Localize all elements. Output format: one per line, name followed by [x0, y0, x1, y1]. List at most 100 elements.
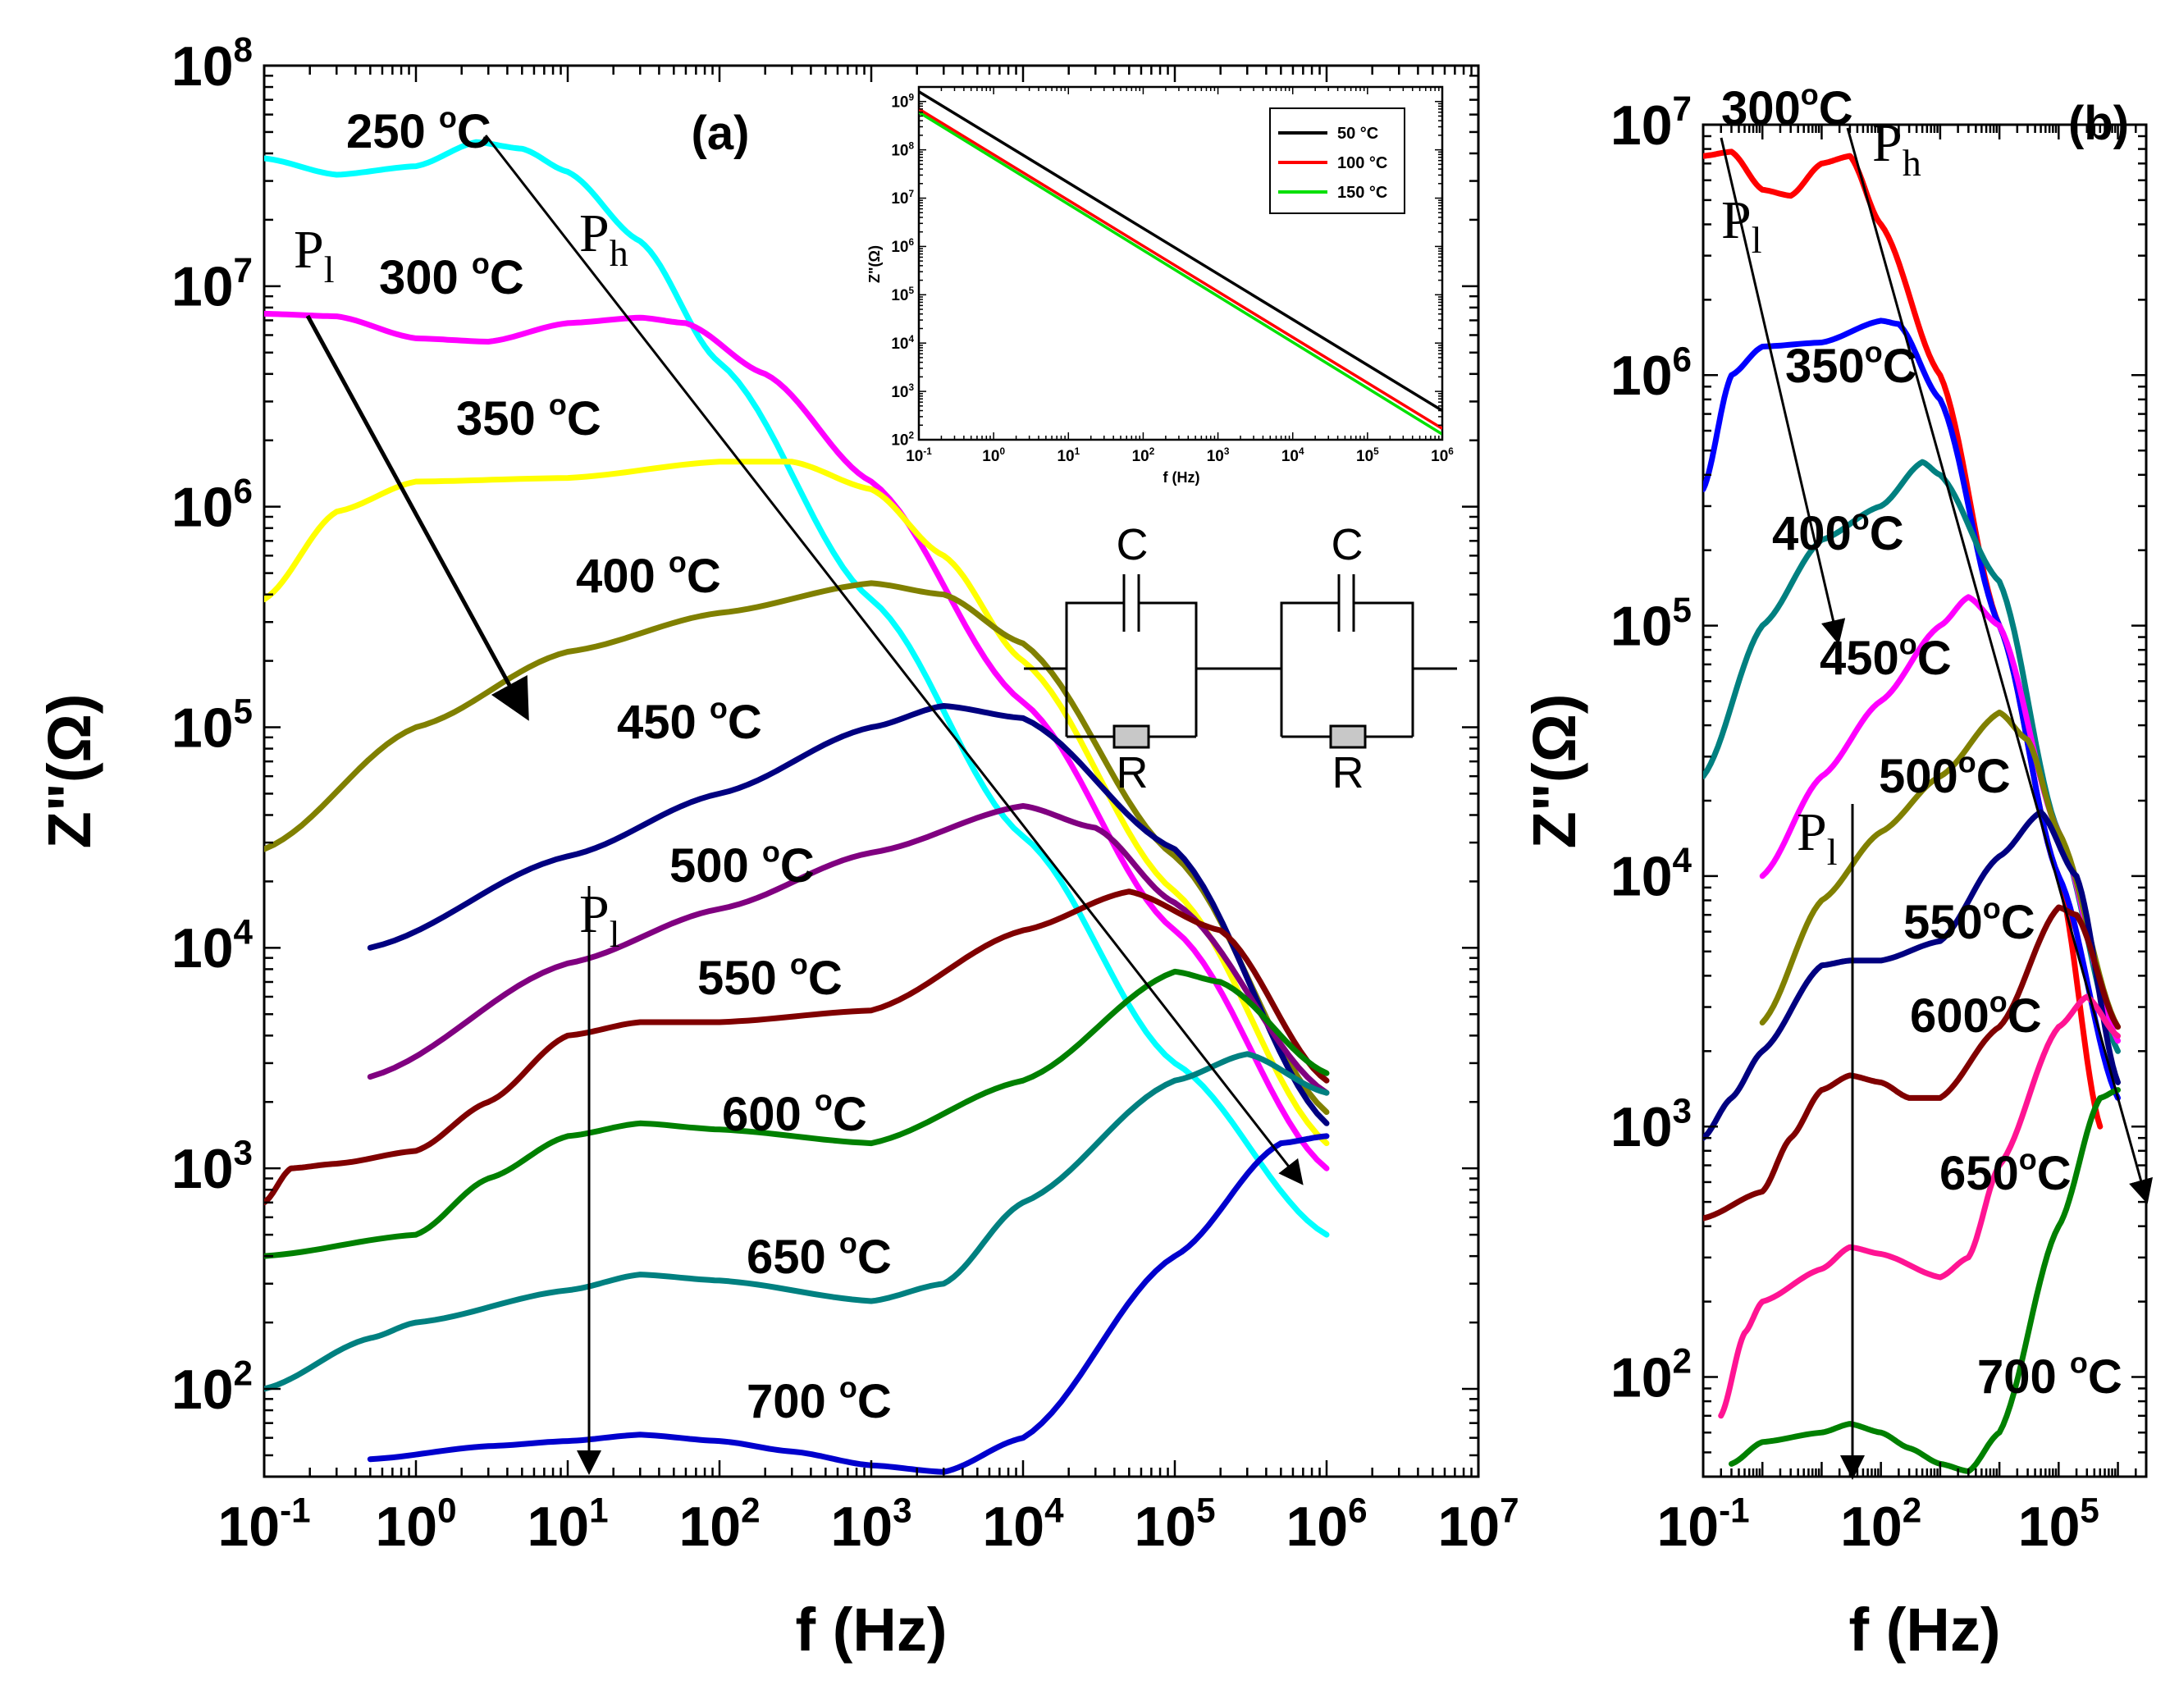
y-tick-label: 108 — [171, 30, 253, 98]
series-line-650c — [1718, 993, 2121, 1419]
panel-b-temp-label: 650oC — [1939, 1143, 2072, 1200]
x-tick-label: 100 — [375, 1491, 456, 1558]
x-tick-label: 107 — [1437, 1491, 1519, 1558]
y-tick-label: 104 — [171, 913, 254, 980]
x-tick-label: 10-1 — [906, 446, 932, 465]
inset-series-line — [919, 111, 1442, 436]
x-tick-label: 101 — [1057, 446, 1080, 465]
equivalent-circuit — [1024, 574, 1457, 749]
inset-legend-label: 100 °C — [1337, 154, 1387, 172]
x-tick-label: 10-1 — [1656, 1491, 1749, 1558]
x-tick-label: 102 — [1132, 446, 1155, 465]
panel-a-temp-label: 700 oC — [747, 1371, 892, 1428]
series-line-600c — [1703, 904, 2121, 1222]
panel-b-temp-label: 600oC — [1910, 985, 2042, 1043]
x-tick-label: 101 — [527, 1491, 608, 1558]
panel-b-temp-label: 400oC — [1772, 503, 1904, 560]
series-line-650c — [264, 1051, 1330, 1392]
y-tick-label: 105 — [891, 285, 914, 304]
series-line-700c — [367, 1133, 1330, 1475]
panel-a-pl-label-top: Pl — [294, 220, 335, 290]
panel-b-pl-label-bottom: Pl — [1797, 802, 1838, 873]
x-tick-label: 105 — [2018, 1491, 2099, 1558]
series-line-500c — [1759, 710, 2121, 1030]
x-tick-label: 105 — [1356, 446, 1379, 465]
panel-b-temp-label: 700 oC — [1977, 1346, 2122, 1404]
series-line-400c — [1703, 459, 2121, 1054]
series-line-700c — [1729, 1087, 2121, 1474]
panel-b-pl-label-top: Pl — [1721, 190, 1762, 261]
panel-a-temp-label: 300 oC — [379, 247, 524, 304]
panel-b-y-axis-title: Z"(Ω) — [1520, 694, 1588, 849]
panel-a-temp-label: 650 oC — [747, 1226, 892, 1284]
series-line-250c — [264, 139, 1330, 1238]
series-line-350c — [264, 459, 1330, 1147]
circuit-c-label-2: C — [1332, 520, 1364, 569]
x-tick-label: 102 — [678, 1491, 760, 1558]
inset-legend-label: 150 °C — [1337, 184, 1387, 202]
x-tick-label: 106 — [1431, 446, 1454, 465]
panel-b-temp-label: 550oC — [1903, 892, 2035, 949]
panel-a-y-axis-title: Z"(Ω) — [35, 694, 103, 849]
x-tick-label: 104 — [982, 1491, 1064, 1558]
x-tick-label: 10-1 — [217, 1491, 310, 1558]
series-line-550c — [1703, 809, 2121, 1141]
y-tick-label: 106 — [171, 472, 253, 539]
series-line-300c — [264, 310, 1330, 1171]
y-tick-label: 105 — [1610, 591, 1692, 658]
panel-b-temp-label: 500oC — [1879, 746, 2011, 803]
inset-series-line — [919, 107, 1442, 430]
series-line-350c — [1703, 317, 2121, 1101]
x-tick-label: 104 — [1281, 446, 1304, 465]
inset-series-line — [919, 90, 1442, 412]
panel-b-temp-label: 300oC — [1721, 78, 1853, 135]
y-tick-label: 107 — [1610, 89, 1692, 157]
panel-a-temp-label: 400 oC — [576, 546, 721, 603]
x-tick-label: 100 — [982, 446, 1005, 465]
panel-b-x-axis-title: f (Hz) — [1849, 1596, 2001, 1664]
panel-a-x-axis-title: f (Hz) — [796, 1596, 948, 1664]
y-tick-label: 102 — [1610, 1342, 1692, 1409]
y-tick-label: 109 — [891, 92, 914, 111]
y-tick-label: 106 — [891, 237, 914, 256]
panel-a-temp-label: 350 oC — [456, 388, 601, 445]
inset-legend-label: 50 °C — [1337, 125, 1378, 143]
y-tick-label: 102 — [891, 431, 914, 450]
panel-a-temp-label: 450 oC — [617, 692, 762, 749]
panel-b-ph-label: Ph — [1872, 113, 1921, 184]
series-line-450c — [367, 703, 1330, 1126]
panel-a-temp-label: 250 oC — [346, 101, 491, 158]
inset-y-axis-title: Z"(Ω) — [866, 245, 883, 283]
panel-b-temp-label: 450oC — [1820, 628, 1952, 685]
y-tick-label: 103 — [891, 382, 914, 401]
panel-a-label: (a) — [692, 107, 750, 160]
circuit-r-label-1: R — [1117, 748, 1149, 797]
y-tick-label: 105 — [171, 692, 253, 760]
panel-a-ph-label: Ph — [579, 203, 628, 274]
y-tick-label: 107 — [891, 189, 914, 208]
y-tick-label: 103 — [171, 1133, 253, 1200]
series-line-400c — [264, 580, 1330, 1116]
y-tick-label: 107 — [171, 251, 253, 318]
y-tick-label: 106 — [1610, 340, 1692, 408]
y-tick-label: 108 — [891, 140, 914, 159]
inset-x-axis-title: f (Hz) — [1163, 469, 1200, 486]
panel-b-temp-label: 350oC — [1785, 336, 1917, 393]
panel-a-ph-arrow — [484, 135, 1304, 1185]
panel-a-temp-label: 500 oC — [669, 835, 815, 893]
x-tick-label: 102 — [1840, 1491, 1921, 1558]
y-tick-label: 102 — [171, 1354, 253, 1421]
x-tick-label: 103 — [1207, 446, 1230, 465]
inset-chart: 102 103 104 105 106 107 108 109 10-1 100 101 102 10… — [866, 85, 1454, 486]
series-line-550c — [264, 888, 1330, 1206]
y-tick-label: 103 — [1610, 1091, 1692, 1158]
x-tick-label: 105 — [1134, 1491, 1215, 1558]
panel-b-label: (b) — [2068, 97, 2129, 150]
y-tick-label: 104 — [891, 334, 914, 353]
panel-b-pl-arrow-diag — [1720, 137, 1846, 645]
panel-a-pl-label-bottom: Pl — [579, 884, 620, 955]
x-tick-label: 106 — [1286, 1491, 1367, 1558]
panel-b-ph-arrow — [1846, 127, 2154, 1204]
